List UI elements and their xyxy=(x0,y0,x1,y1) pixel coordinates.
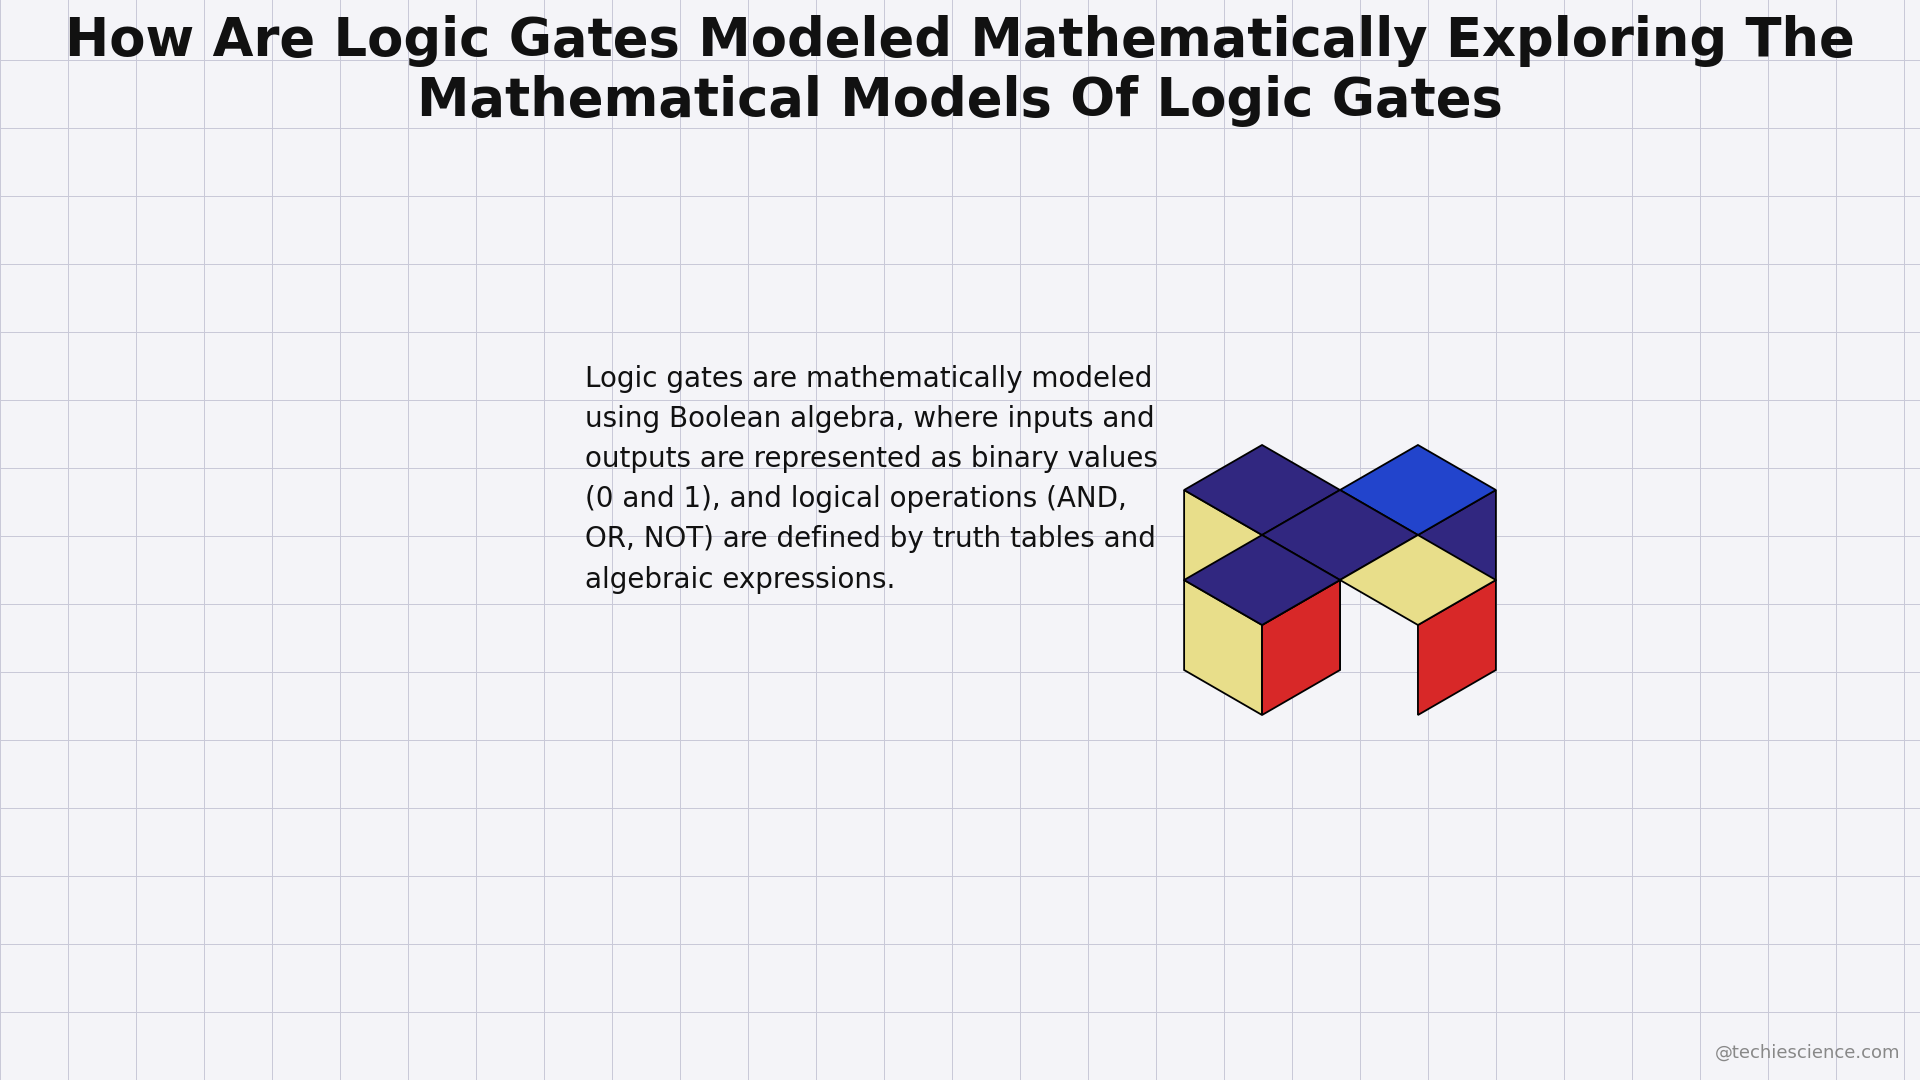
Polygon shape xyxy=(1261,580,1340,715)
Polygon shape xyxy=(1261,535,1340,670)
Polygon shape xyxy=(1185,490,1261,625)
Polygon shape xyxy=(1185,445,1340,535)
Polygon shape xyxy=(1185,535,1340,625)
Text: Logic gates are mathematically modeled
using Boolean algebra, where inputs and
o: Logic gates are mathematically modeled u… xyxy=(586,365,1158,594)
Text: @techiescience.com: @techiescience.com xyxy=(1715,1044,1901,1062)
Polygon shape xyxy=(1261,490,1340,625)
Polygon shape xyxy=(1340,535,1496,625)
Polygon shape xyxy=(1340,445,1496,535)
Polygon shape xyxy=(1261,490,1419,580)
Text: How Are Logic Gates Modeled Mathematically Exploring The
Mathematical Models Of : How Are Logic Gates Modeled Mathematical… xyxy=(65,15,1855,127)
Polygon shape xyxy=(1419,490,1496,625)
Polygon shape xyxy=(1185,580,1261,715)
Polygon shape xyxy=(1419,580,1496,715)
